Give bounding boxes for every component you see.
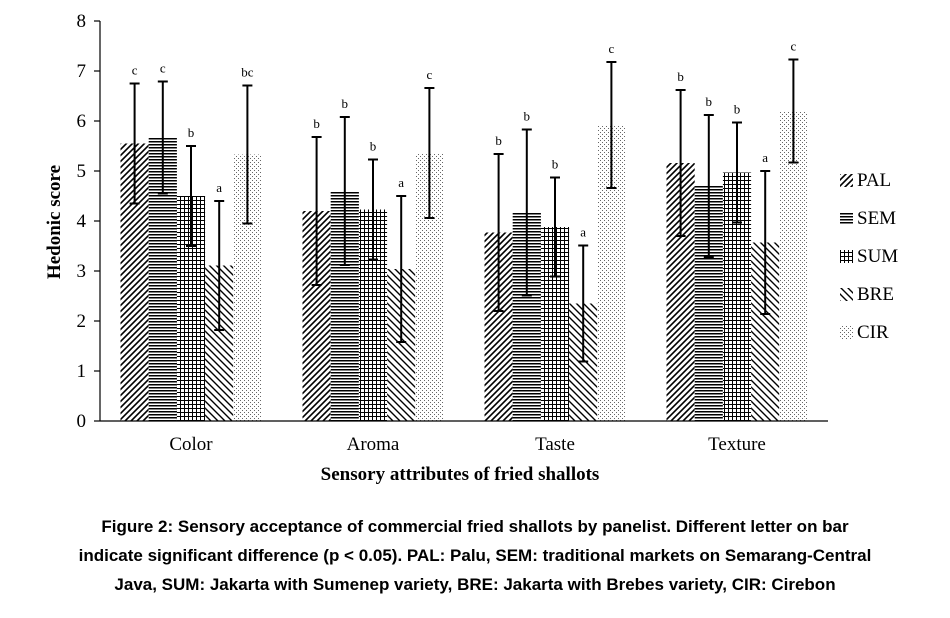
significance-letter: c (791, 39, 797, 54)
significance-letter: a (580, 225, 586, 240)
legend-label-sem: SEM (857, 208, 896, 229)
y-tick-label: 6 (77, 111, 87, 132)
significance-letter: a (216, 180, 222, 195)
significance-letter: a (398, 175, 404, 190)
significance-letter: a (762, 150, 768, 165)
x-axis-title: Sensory attributes of fried shallots (321, 464, 600, 485)
category-label-texture: Texture (708, 434, 766, 455)
caption-line-3: Java, SUM: Jakarta with Sumenep variety,… (114, 575, 836, 594)
caption-line-1: Figure 2: Sensory acceptance of commerci… (101, 517, 849, 536)
significance-letter: b (552, 157, 559, 172)
y-tick-label: 2 (77, 311, 87, 332)
significance-letter: b (734, 102, 741, 117)
y-tick-label: 5 (77, 161, 87, 182)
significance-letter: c (609, 41, 615, 56)
caption-line-2: indicate significant difference (p < 0.0… (78, 546, 872, 565)
significance-letter: b (370, 139, 377, 154)
legend-swatch-pal (840, 174, 853, 187)
significance-letter: b (495, 133, 502, 148)
y-tick-label: 8 (77, 11, 87, 32)
y-tick-label: 0 (77, 411, 87, 432)
significance-letter: b (706, 94, 713, 109)
category-label-aroma: Aroma (347, 434, 400, 455)
legend-swatch-cir (840, 326, 853, 339)
significance-letter: c (427, 67, 433, 82)
category-label-taste: Taste (535, 434, 575, 455)
legend-swatch-sem (840, 212, 853, 225)
significance-letter: c (132, 63, 138, 78)
y-tick-label: 1 (77, 361, 87, 382)
legend-label-sum: SUM (857, 246, 898, 267)
y-tick-label: 3 (77, 261, 87, 282)
y-tick-label: 4 (77, 211, 87, 232)
significance-letter: b (342, 96, 349, 111)
significance-letter: b (524, 109, 531, 124)
y-tick-label: 7 (77, 61, 87, 82)
significance-letter: bc (241, 65, 254, 80)
legend-label-pal: PAL (857, 170, 891, 191)
legend-label-bre: BRE (857, 284, 894, 305)
y-axis-ticks: 0 1 2 3 4 5 6 7 8 (77, 11, 100, 432)
significance-letter: c (160, 61, 166, 76)
error-bars-group (129, 58, 799, 363)
significance-letters-group: c c b a bc b b b a c b b b a c b b b a c (132, 39, 797, 240)
bars-group (120, 111, 808, 421)
legend-swatch-bre (840, 288, 853, 301)
figure-caption: Figure 2: Sensory acceptance of commerci… (10, 512, 940, 599)
category-labels: Color Aroma Taste Texture (169, 434, 766, 455)
legend-label-cir: CIR (857, 322, 889, 343)
y-axis-title: Hedonic score (44, 165, 65, 279)
legend: PAL SEM SUM BRE CIR (840, 170, 898, 343)
legend-swatch-sum (840, 250, 853, 263)
significance-letter: b (188, 125, 195, 140)
significance-letter: b (677, 69, 684, 84)
significance-letter: b (313, 116, 320, 131)
category-label-color: Color (169, 434, 213, 455)
